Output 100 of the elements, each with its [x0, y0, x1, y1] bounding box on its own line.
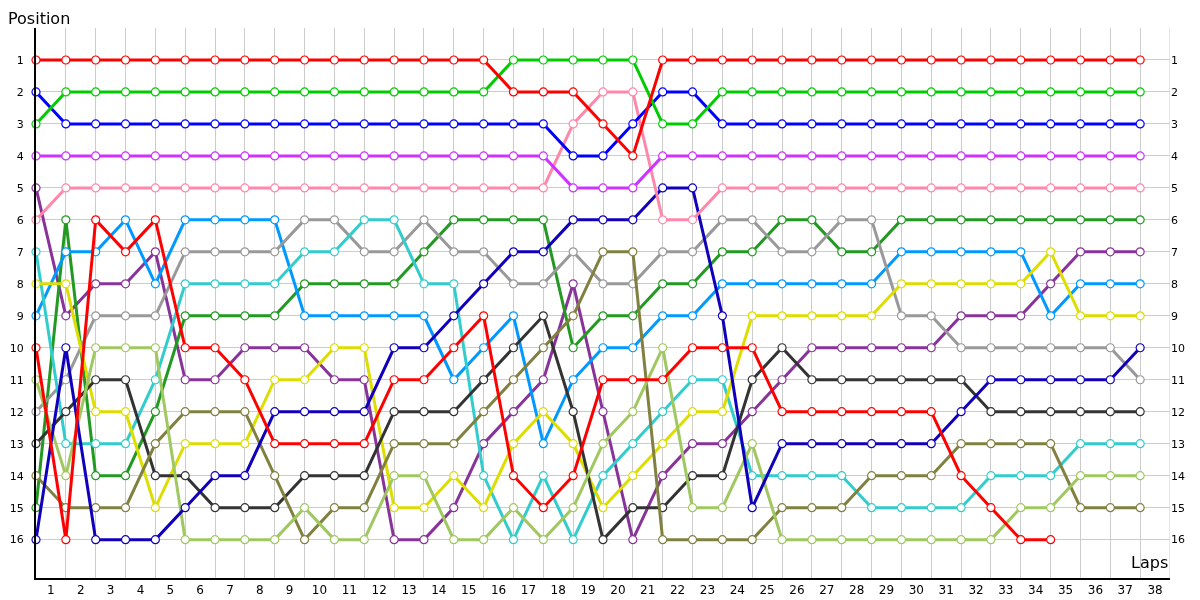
point — [180, 407, 190, 417]
x-axis-title: Laps — [1131, 553, 1169, 572]
point — [120, 343, 131, 353]
point — [896, 471, 907, 481]
point — [956, 87, 966, 97]
y2-tick-label: 16 — [1171, 533, 1185, 547]
point — [687, 535, 698, 545]
x-tick-label: 35 — [1057, 583, 1074, 598]
point — [896, 343, 907, 353]
point — [270, 343, 280, 353]
point — [628, 343, 638, 353]
point — [687, 215, 698, 225]
point — [419, 471, 429, 481]
point — [687, 343, 698, 353]
point — [1105, 503, 1115, 513]
point — [896, 279, 907, 289]
point — [986, 407, 996, 417]
point — [747, 87, 757, 97]
point — [150, 343, 160, 353]
x-tick-label: 7 — [226, 583, 234, 598]
point — [389, 503, 399, 513]
point — [837, 183, 847, 193]
x-tick-label: 29 — [878, 583, 895, 598]
point — [1075, 55, 1086, 65]
point — [598, 503, 608, 513]
point — [866, 375, 877, 385]
x-tick-label: 23 — [699, 583, 716, 598]
point — [777, 311, 787, 321]
x-tick-label: 25 — [759, 583, 775, 598]
point — [1105, 55, 1115, 65]
point — [240, 407, 250, 417]
point — [986, 87, 996, 97]
point — [896, 407, 907, 417]
point — [896, 55, 907, 65]
point — [747, 119, 757, 129]
point — [120, 55, 131, 65]
point — [747, 375, 757, 385]
point — [240, 87, 250, 97]
point — [389, 183, 399, 193]
point — [449, 471, 459, 481]
point — [1016, 439, 1026, 449]
point — [359, 535, 369, 545]
x-tick-label: 33 — [998, 583, 1014, 598]
point — [1135, 439, 1145, 449]
point — [837, 439, 847, 449]
point — [777, 439, 787, 449]
point — [359, 183, 369, 193]
point — [1135, 343, 1145, 353]
x-tick-label: 28 — [849, 583, 865, 598]
point — [1016, 151, 1026, 161]
point — [866, 55, 877, 65]
x-tick-label: 31 — [938, 583, 954, 598]
y-tick-label: 13 — [9, 437, 24, 451]
point — [91, 343, 101, 353]
y2-tick-label: 9 — [1171, 309, 1178, 323]
point — [837, 151, 847, 161]
point — [210, 375, 220, 385]
point — [598, 375, 608, 385]
point — [210, 87, 220, 97]
x-tick-label: 2 — [76, 583, 85, 598]
point — [479, 151, 489, 161]
point — [419, 375, 429, 385]
point — [538, 535, 548, 545]
point — [538, 55, 548, 65]
point — [926, 151, 936, 161]
point — [61, 55, 71, 65]
point — [419, 183, 429, 193]
point — [419, 311, 429, 321]
point — [866, 215, 877, 225]
point — [210, 535, 220, 545]
point — [1135, 87, 1145, 97]
point — [329, 311, 340, 321]
point — [628, 471, 638, 481]
point — [329, 343, 340, 353]
point — [479, 55, 489, 65]
point — [538, 407, 548, 417]
point — [628, 119, 638, 129]
point — [986, 375, 996, 385]
point — [359, 503, 369, 513]
point — [449, 119, 459, 129]
point — [419, 279, 429, 289]
point — [896, 183, 907, 193]
point — [1046, 375, 1056, 385]
point — [538, 279, 548, 289]
point — [1016, 311, 1026, 321]
point — [807, 503, 817, 513]
y2-tick-label: 8 — [1171, 277, 1178, 291]
point — [210, 247, 220, 257]
point — [837, 215, 847, 225]
point — [1046, 407, 1056, 417]
x-tick-label: 16 — [490, 583, 507, 598]
point — [538, 215, 548, 225]
point — [598, 311, 608, 321]
point — [687, 503, 698, 513]
point — [479, 279, 489, 289]
point — [1016, 503, 1026, 513]
point — [568, 439, 578, 449]
point — [449, 343, 459, 353]
point — [359, 439, 369, 449]
point — [1105, 343, 1115, 353]
